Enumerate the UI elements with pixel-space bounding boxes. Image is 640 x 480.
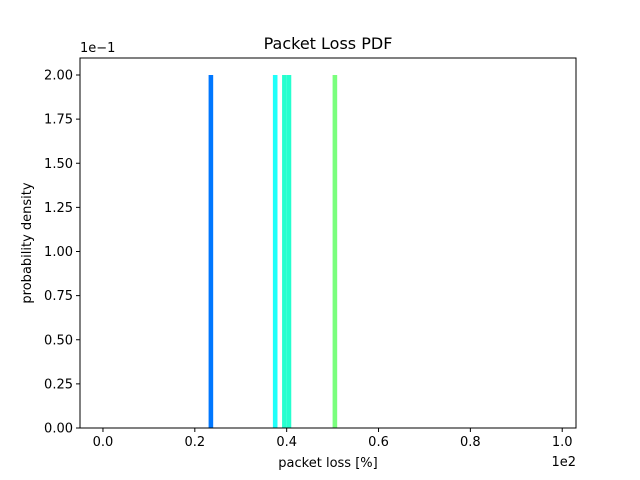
plot-frame: [79, 57, 577, 429]
y-tick-label: 1.25: [44, 201, 73, 216]
chart-title: Packet Loss PDF: [264, 34, 393, 53]
x-tick-label: 0.8: [460, 435, 481, 450]
histogram-bar-5: [332, 75, 338, 428]
histogram-bar-3: [282, 75, 287, 428]
y-tick-label: 0.25: [44, 377, 73, 392]
bars-layer: [208, 75, 338, 428]
histogram-bar-2: [272, 75, 278, 428]
x-tick-label: 0.0: [93, 435, 114, 450]
y-tick-label: 1.75: [44, 113, 73, 128]
x-tick-label: 0.6: [368, 435, 389, 450]
y-tick-label: 1.50: [44, 157, 73, 172]
x-tick-label: 0.2: [184, 435, 205, 450]
y-tick-label: 0.00: [44, 422, 73, 437]
y-axis-label: probability density: [20, 182, 35, 303]
ticks-layer: 0.0 0.2 0.4 0.6 0.8 1.0 0.00 0.25 0.50 0.75 1.00 1.…: [44, 69, 573, 451]
x-tick-label: 1.0: [552, 435, 573, 450]
y-tick-label: 0.75: [44, 289, 73, 304]
y-tick-label: 1.00: [44, 245, 73, 260]
x-tick-label: 0.4: [276, 435, 297, 450]
x-offset-label: 1e2: [551, 455, 576, 470]
y-tick-label: 0.50: [44, 333, 73, 348]
x-axis-label: packet loss [%]: [278, 456, 377, 471]
y-tick-label: 2.00: [44, 69, 73, 84]
histogram-bar-4: [286, 75, 292, 428]
y-offset-label: 1e−1: [80, 41, 115, 56]
histogram-bar-1: [208, 75, 214, 428]
